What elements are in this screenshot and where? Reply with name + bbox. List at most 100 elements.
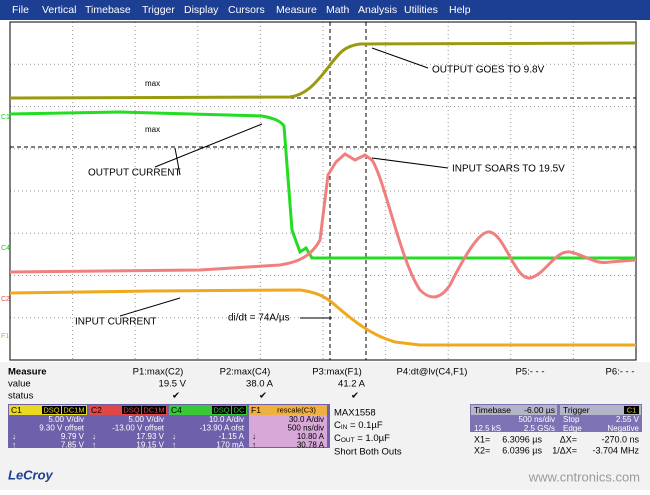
timebase-setting: 500 ns/div (519, 415, 555, 424)
cursor-readout: 6.0396 µs (502, 445, 542, 455)
channel-arrow: ↑ (252, 441, 256, 450)
annotation: INPUT CURRENT (75, 317, 156, 328)
channel-arrow: ↑ (92, 441, 96, 450)
menu-item[interactable]: Help (449, 4, 471, 16)
measure-value: 41.2 A (338, 379, 366, 390)
channel-reading: 9.79 V (61, 432, 85, 441)
channel-reading: 170 mA (216, 441, 244, 450)
timebase-setting: 12.5 kS (474, 424, 501, 433)
annotation: INPUT SOARS TO 19.5V (452, 164, 565, 175)
menu-item[interactable]: Math (326, 4, 350, 16)
measure-param: P6:- - - (605, 367, 634, 378)
channel-name: C1 (11, 405, 22, 415)
channel-badge-text: DC1M (63, 405, 84, 414)
channel-arrow: ↑ (12, 441, 16, 450)
measure-status: ✔ (259, 391, 267, 402)
menu-item[interactable]: Display (184, 4, 219, 16)
channel-reading: 30.78 A (297, 441, 325, 450)
channel-badge (122, 406, 141, 414)
channel-reading: 7.85 V (61, 441, 85, 450)
leader-line (371, 157, 449, 169)
measure-value: 38.0 A (246, 379, 274, 390)
trace-output-voltage (9, 41, 637, 100)
measure-param: P5:- - - (515, 367, 544, 378)
trace-label: C4 (1, 245, 10, 252)
leader-line (154, 123, 263, 168)
menu-item[interactable]: Trigger (142, 4, 175, 16)
menu-item[interactable]: Measure (276, 4, 317, 16)
channel-reading: 19.15 V (136, 441, 164, 450)
cursor-readout: -270.0 ns (601, 434, 639, 444)
menu-item[interactable]: Timebase (85, 4, 131, 16)
timebase-setting: 2.5 GS/s (524, 424, 555, 433)
measure-param: P3:max(F1) (312, 367, 362, 378)
trigger-header (560, 405, 641, 415)
trigger-title: Trigger (563, 405, 590, 415)
channel-badge-text: DC1M (143, 405, 164, 414)
channel-reading: 17.93 V (136, 432, 164, 441)
notes-line: COUT = 1.0µF (334, 433, 390, 444)
measure-param: P1:max(C2) (133, 367, 184, 378)
menu-item[interactable]: Cursors (228, 4, 265, 16)
measure-row-label: status (8, 391, 34, 402)
channel-badge-text: rescale(C3) (277, 405, 316, 414)
channel-badge-text: DSQ (43, 405, 59, 414)
channel-badge (62, 406, 86, 414)
timebase-header (471, 405, 557, 415)
cursor-readout: ΔX= (560, 434, 577, 444)
trace-label: C1 (1, 114, 10, 121)
measure-param: P4:dt@lv(C4,F1) (397, 367, 468, 378)
notes-title: MAX1558 (334, 408, 376, 419)
channel-badge-text: DSQ (123, 405, 139, 414)
trace-output-current (9, 110, 636, 260)
notes-part: = 1.0µF (355, 433, 391, 444)
leader-line (119, 297, 181, 317)
channel-setting: 9.30 V offset (39, 424, 85, 433)
trace-label: F1 (1, 333, 9, 340)
cursor-readout: X1= (474, 434, 490, 444)
channel-setting: 10.0 A/div (209, 415, 244, 424)
trace-input-current (9, 288, 636, 347)
timebase-delay: -6.00 µs (524, 405, 555, 415)
watermark: www.cntronics.com (528, 469, 640, 484)
channel-arrow: ↓ (252, 432, 256, 441)
leader-lines (119, 47, 449, 319)
reference-lines (10, 22, 636, 360)
menu-item[interactable]: Utilities (404, 4, 438, 16)
channel-badge (212, 406, 231, 414)
channel-arrow: ↑ (172, 441, 176, 450)
channel-arrow: ↓ (12, 432, 16, 441)
channel-reading: -1.15 A (219, 432, 245, 441)
channel-setting: 30.0 A/div (289, 415, 324, 424)
channel-setting: 5.00 V/div (128, 415, 164, 424)
trigger-setting: Edge (563, 424, 582, 433)
channel-arrow: ↓ (172, 432, 176, 441)
channel-name: C2 (91, 405, 102, 415)
menu-item[interactable]: Vertical (42, 4, 76, 16)
trigger-setting: Negative (607, 424, 639, 433)
menu-item[interactable]: Analysis (358, 4, 397, 16)
channel-setting: -13.00 V offset (112, 424, 165, 433)
max-label: max (145, 79, 160, 88)
annotation: OUTPUT CURRENT (88, 168, 181, 179)
channel-reading: 10.80 A (297, 432, 325, 441)
channel-setting: -13.90 A ofst (200, 424, 245, 433)
cursor-readout: -3.704 MHz (592, 445, 639, 455)
measure-row-label: value (8, 379, 31, 390)
channel-header (169, 405, 247, 415)
channel-name: F1 (251, 405, 261, 415)
channel-setting: 5.00 V/div (48, 415, 84, 424)
measure-status: ✔ (172, 391, 180, 402)
notes-part: IN (341, 424, 348, 431)
notes-line: CIN = 0.1µF (334, 420, 383, 431)
trigger-source: C1 (627, 405, 637, 414)
notes-part: C (334, 433, 341, 444)
channel-badge (142, 406, 166, 414)
channel-badge (42, 406, 61, 414)
notes-part: C (334, 420, 341, 431)
trace-label: C2 (1, 296, 10, 303)
cursor-readout: 6.3096 µs (502, 434, 542, 444)
annotation: OUTPUT GOES TO 9.8V (432, 65, 545, 76)
menu-item[interactable]: File (12, 4, 29, 16)
